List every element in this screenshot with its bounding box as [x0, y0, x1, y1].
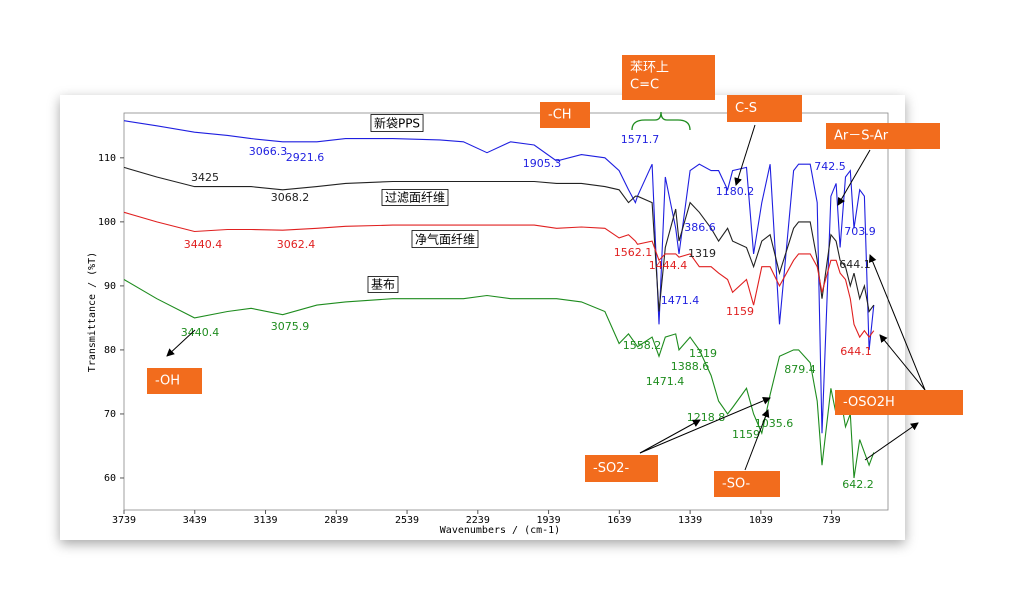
x-axis-label: Wavenumbers / (cm-1) [440, 525, 560, 536]
callout-box [622, 55, 715, 100]
arrow [639, 397, 771, 454]
x-tick-label: 2239 [466, 515, 490, 526]
callout-box [585, 455, 658, 482]
arrow [166, 329, 196, 357]
x-tick-label: 1639 [607, 515, 631, 526]
arrow [744, 409, 770, 471]
arrow [868, 254, 926, 391]
bracket [631, 111, 691, 131]
arrow [837, 149, 871, 206]
callout-text: -SO- [722, 477, 751, 492]
series-label-box [367, 276, 399, 293]
callout-text: -OSO2H [843, 395, 895, 410]
x-tick-label: 3739 [112, 515, 136, 526]
peak-label: 3066.3 [249, 145, 288, 158]
peak-label: 1319 [688, 247, 716, 260]
peak-label: 386.6 [684, 221, 716, 234]
spectrum-line [123, 279, 875, 479]
x-tick-label: 3439 [183, 515, 207, 526]
callout-text: -CH [548, 108, 572, 123]
y-axis-label: Transmittance / (%T) [87, 252, 98, 372]
peak-label: 3062.4 [277, 238, 316, 251]
callout-box [540, 102, 590, 128]
callout-text: Ar－S-Ar [834, 129, 889, 144]
series-label: 新袋PPS [374, 116, 420, 131]
callout-box [714, 471, 780, 497]
x-tick-label: 1039 [749, 515, 773, 526]
peak-label: 2921.6 [286, 151, 325, 164]
spectrum-line [123, 211, 875, 339]
x-tick-label: 739 [823, 515, 841, 526]
x-tick-label: 1939 [537, 515, 561, 526]
arrow [879, 334, 926, 391]
peak-label: 1035.6 [755, 417, 794, 430]
y-tick-label: 60 [104, 473, 116, 484]
y-tick-label: 70 [104, 409, 116, 420]
peak-label: 1471.4 [661, 294, 700, 307]
peak-label: 1218.8 [687, 411, 726, 424]
series-label-box [370, 114, 424, 132]
series-label: 净气面纤维 [415, 232, 475, 247]
callout-box [147, 368, 202, 394]
peak-label: 3440.4 [184, 238, 223, 251]
peak-label: 3440.4 [181, 326, 220, 339]
peak-label: 644.1 [839, 258, 871, 271]
callout-text: -SO2- [593, 461, 629, 476]
callout-text: C=C [630, 78, 659, 93]
card [60, 95, 905, 540]
peak-label: 1444.4 [649, 259, 688, 272]
series-label-box [411, 230, 479, 248]
spectrum-line [123, 166, 875, 313]
peak-label: 3425 [191, 171, 219, 184]
callout-box [826, 123, 940, 149]
plot-frame [123, 112, 889, 511]
arrow [639, 419, 701, 454]
x-tick-label: 1339 [678, 515, 702, 526]
spectrum-line [123, 120, 875, 434]
series-label: 基布 [371, 278, 395, 292]
peak-label: 703.9 [844, 225, 876, 238]
peak-label: 642.2 [842, 478, 874, 491]
peak-label: 1562.1 [614, 246, 653, 259]
y-tick-label: 90 [104, 281, 116, 292]
callout-text: 苯环上 [630, 61, 669, 76]
peak-label: 1319 [689, 347, 717, 360]
x-tick-label: 2839 [324, 515, 348, 526]
callout-text: C-S [735, 101, 757, 116]
peak-label: 644.1 [840, 345, 872, 358]
callout-box [835, 390, 963, 415]
peak-label: 3075.9 [271, 320, 310, 333]
series-label-box [381, 189, 449, 206]
peak-label: 879.4 [784, 363, 816, 376]
peak-label: 1180.2 [716, 185, 755, 198]
peak-label: 742.5 [814, 160, 846, 173]
callout-text: -OH [155, 374, 180, 389]
series-label: 过滤面纤维 [385, 191, 445, 205]
y-tick-label: 100 [98, 217, 116, 228]
peak-label: 1388.6 [671, 360, 710, 373]
peak-label: 1571.7 [621, 133, 660, 146]
y-tick-label: 110 [98, 153, 116, 164]
peak-label: 1159 [732, 428, 760, 441]
peak-label: 1471.4 [646, 375, 685, 388]
peak-label: 1905.3 [523, 157, 562, 170]
callout-box [727, 95, 802, 122]
y-tick-label: 80 [104, 345, 116, 356]
x-tick-label: 2539 [395, 515, 419, 526]
x-tick-label: 3139 [253, 515, 277, 526]
peak-label: 1159 [726, 305, 754, 318]
peak-label: 1558.2 [623, 339, 662, 352]
arrow [734, 124, 756, 186]
arrow [864, 422, 919, 461]
peak-label: 3068.2 [271, 191, 310, 204]
